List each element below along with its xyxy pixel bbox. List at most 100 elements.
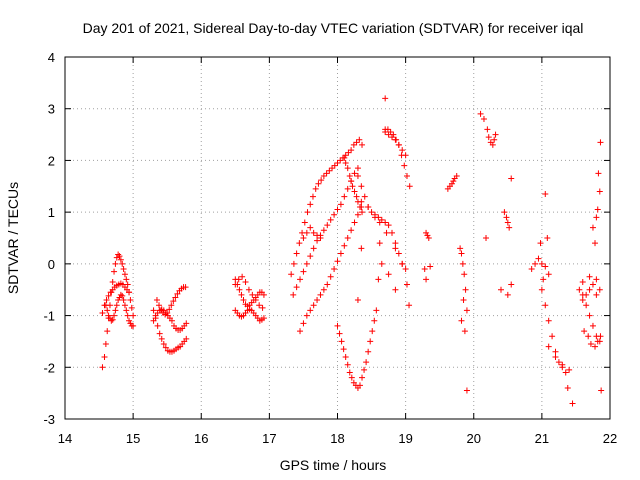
x-tick-label: 19	[398, 431, 412, 446]
data-point	[119, 292, 126, 299]
x-tick-label: 16	[194, 431, 208, 446]
data-point	[596, 286, 603, 293]
data-point	[327, 216, 334, 223]
data-point	[334, 258, 341, 265]
data-point	[489, 141, 496, 148]
data-point	[532, 260, 539, 267]
data-point	[312, 185, 319, 192]
data-point	[483, 235, 490, 241]
data-point	[365, 203, 372, 210]
data-point	[115, 251, 122, 258]
data-point	[358, 183, 365, 190]
data-point	[593, 276, 600, 283]
data-point	[326, 167, 333, 174]
data-point	[354, 172, 361, 179]
data-point	[501, 209, 508, 216]
data-point	[581, 328, 588, 335]
data-point	[105, 292, 112, 299]
data-point	[288, 271, 295, 278]
data-point	[542, 302, 549, 309]
data-point	[103, 297, 110, 304]
data-point	[105, 312, 112, 319]
data-point	[310, 245, 317, 252]
data-point	[127, 320, 134, 327]
x-tick-label: 22	[603, 431, 617, 446]
data-point	[121, 302, 128, 309]
data-point	[498, 286, 504, 293]
data-point	[587, 341, 594, 348]
data-point	[477, 110, 484, 117]
x-axis-label: GPS time / hours	[280, 457, 387, 473]
data-point	[371, 214, 378, 221]
data-point	[403, 281, 410, 288]
data-point	[457, 245, 464, 252]
data-point	[99, 364, 106, 371]
data-point	[576, 286, 583, 293]
data-point	[365, 348, 372, 355]
data-point	[309, 193, 316, 200]
data-point	[356, 382, 363, 389]
data-point	[351, 188, 358, 195]
data-point	[320, 227, 327, 234]
data-point	[341, 154, 348, 161]
data-point	[121, 271, 128, 278]
data-point	[389, 134, 395, 141]
data-point	[232, 281, 239, 288]
data-point	[586, 312, 593, 319]
data-point	[376, 240, 383, 247]
data-point	[301, 219, 308, 226]
data-point	[508, 281, 515, 288]
data-point	[392, 286, 399, 293]
data-point	[108, 317, 115, 324]
data-point	[406, 302, 413, 309]
data-point	[368, 209, 375, 216]
data-point	[112, 307, 119, 314]
data-point	[406, 183, 413, 190]
data-point	[480, 116, 487, 123]
data-point	[382, 219, 389, 226]
data-point	[552, 353, 559, 360]
data-point	[356, 136, 363, 143]
data-point	[484, 126, 491, 133]
data-point	[350, 141, 357, 148]
data-point	[111, 268, 118, 275]
data-point	[540, 276, 547, 283]
data-point	[317, 291, 324, 298]
data-point	[598, 387, 605, 394]
data-point	[109, 316, 116, 323]
data-point	[342, 152, 349, 159]
data-point	[373, 307, 380, 314]
data-point	[162, 344, 169, 351]
data-point	[382, 95, 389, 102]
data-point	[174, 290, 181, 297]
data-point	[293, 284, 300, 291]
data-point	[303, 260, 310, 267]
data-point	[359, 374, 366, 381]
data-point	[402, 152, 409, 159]
data-point	[314, 297, 321, 304]
data-point	[153, 297, 160, 304]
x-tick-label: 15	[126, 431, 140, 446]
data-point	[363, 359, 370, 366]
data-point	[113, 302, 120, 309]
data-point	[399, 147, 406, 154]
data-point	[463, 307, 470, 314]
data-point	[323, 170, 330, 177]
data-point	[334, 160, 341, 167]
data-point	[260, 315, 267, 322]
data-point	[150, 317, 157, 324]
data-point	[345, 149, 352, 156]
data-point	[310, 229, 317, 236]
data-point	[123, 276, 130, 283]
data-point	[535, 255, 542, 262]
data-point	[586, 273, 593, 280]
data-point	[592, 343, 599, 350]
data-point	[385, 271, 392, 278]
data-point	[595, 170, 602, 177]
data-point	[337, 201, 344, 208]
axis-ticks	[64, 56, 611, 420]
data-point	[183, 320, 190, 327]
data-point	[130, 322, 137, 329]
data-point	[101, 353, 108, 360]
